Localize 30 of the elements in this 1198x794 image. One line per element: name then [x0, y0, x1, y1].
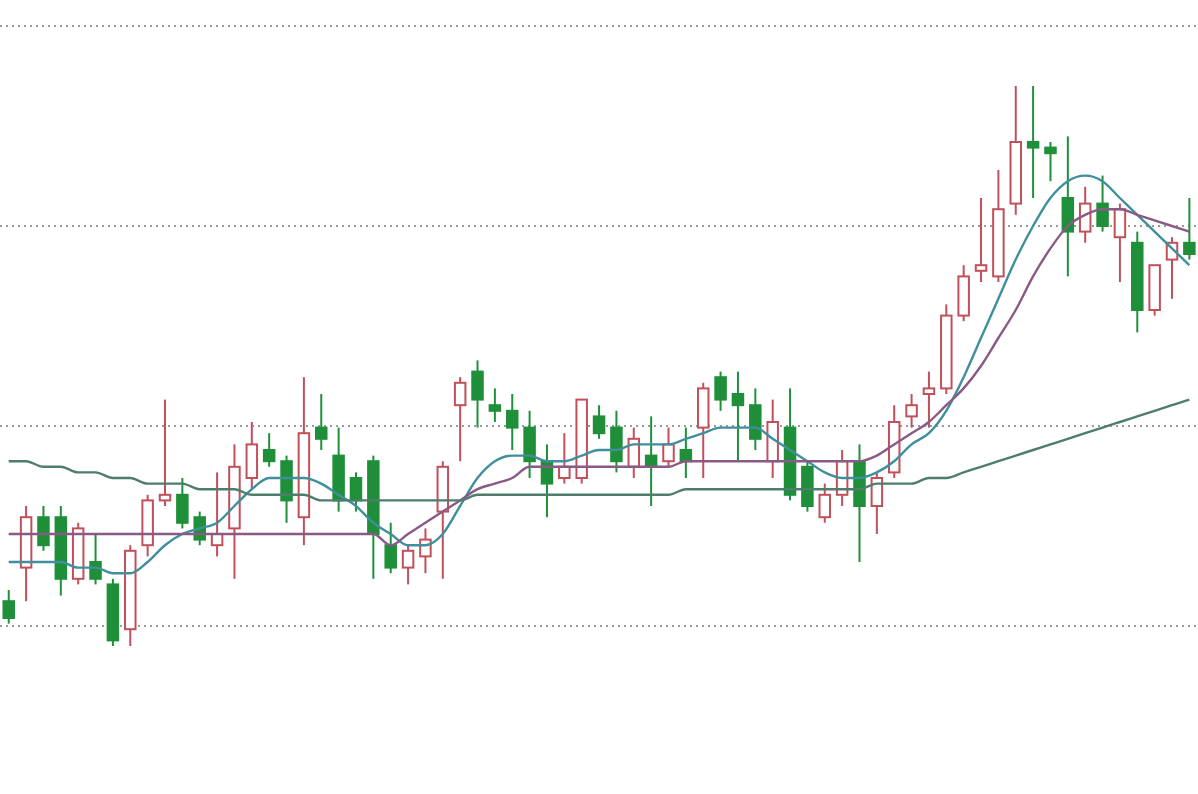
candlestick	[731, 370, 745, 463]
candlestick	[54, 505, 68, 597]
candlestick	[19, 505, 33, 603]
candlestick	[1026, 86, 1040, 199]
candlestick	[332, 426, 345, 513]
candlestick	[766, 398, 779, 479]
candlestick	[262, 432, 276, 468]
candlestick	[297, 376, 311, 547]
candlestick	[749, 387, 762, 451]
candlestick	[1009, 86, 1022, 216]
candlestick	[453, 376, 467, 463]
candlestick	[124, 544, 137, 646]
candlestick	[940, 303, 953, 395]
candlestick	[315, 393, 328, 451]
candlestick	[1044, 141, 1057, 183]
candlestick	[488, 387, 502, 423]
candlestick	[37, 505, 50, 552]
candlestick	[228, 443, 241, 580]
candlestick	[1131, 230, 1144, 334]
candlestick	[974, 197, 988, 283]
candlestick	[1096, 174, 1109, 233]
candlestick	[471, 359, 484, 429]
candlestick	[992, 169, 1005, 283]
candlestick	[905, 393, 918, 429]
candlestick	[505, 393, 519, 451]
candlestick	[2, 589, 15, 625]
candlestick	[1061, 135, 1075, 278]
candlestick	[158, 398, 172, 507]
candlestick	[592, 404, 606, 440]
candlestick	[1183, 197, 1196, 261]
